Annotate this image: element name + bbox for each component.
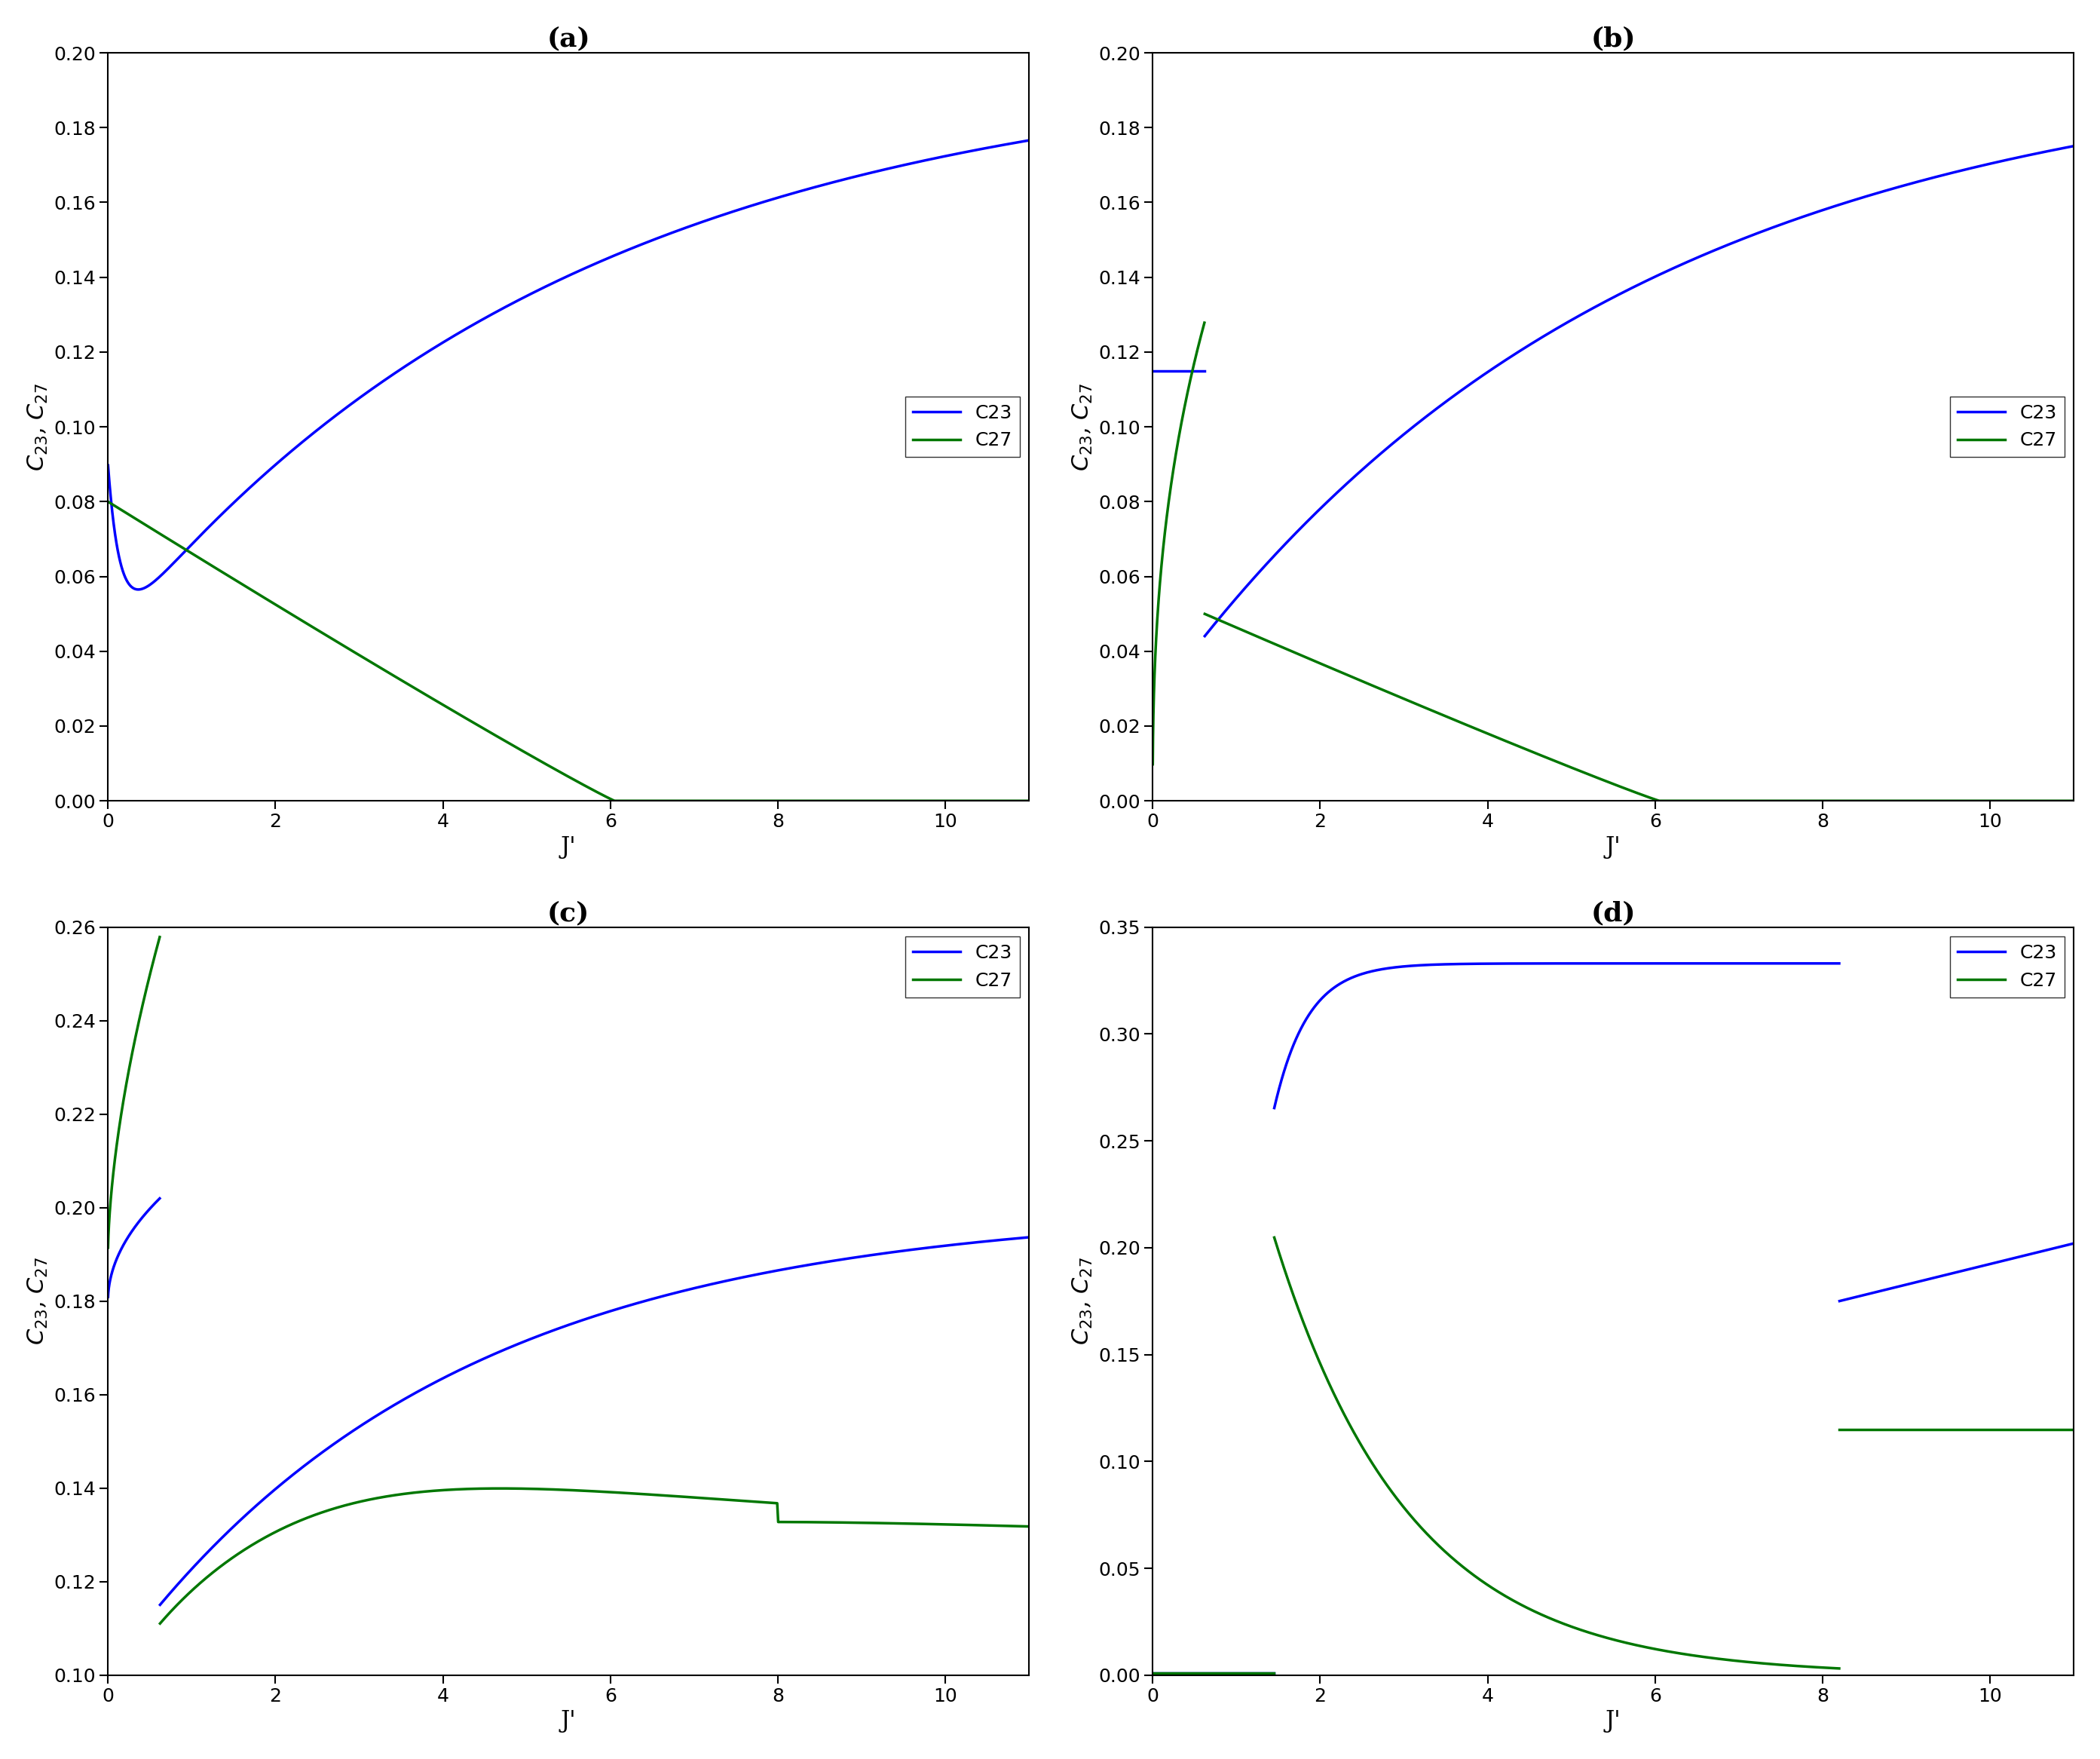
C27 <box>1228 1662 1254 1683</box>
C23 <box>1228 1662 1254 1683</box>
X-axis label: J': J' <box>1606 1710 1621 1733</box>
Title: (c): (c) <box>548 901 590 925</box>
X-axis label: J': J' <box>1606 836 1621 858</box>
C23 <box>1159 361 1184 382</box>
C27 <box>897 790 922 811</box>
C27 <box>128 1003 153 1024</box>
C23 <box>111 1231 136 1252</box>
C27 <box>582 779 607 800</box>
C23 <box>128 1208 153 1230</box>
C23 <box>126 579 151 600</box>
C27 <box>1140 1662 1166 1683</box>
C27 <box>1176 373 1201 394</box>
C27 <box>116 1061 141 1082</box>
C23 <box>1157 361 1182 382</box>
Y-axis label: $C_{23}$, $C_{27}$: $C_{23}$, $C_{27}$ <box>1071 383 1094 471</box>
C27 <box>132 983 158 1004</box>
C27 <box>1147 588 1172 609</box>
Title: (a): (a) <box>546 26 590 51</box>
Line: C23: C23 <box>107 1198 160 1296</box>
C23 <box>384 361 410 382</box>
Title: (b): (b) <box>1592 26 1636 51</box>
C27 <box>523 748 548 769</box>
C23 <box>99 498 124 519</box>
Legend: C23, C27: C23, C27 <box>905 396 1021 457</box>
C23 <box>132 1203 158 1224</box>
C27 <box>97 493 122 514</box>
C23 <box>1262 1662 1287 1683</box>
C27 <box>1159 464 1184 485</box>
C27 <box>1228 1662 1254 1683</box>
Legend: C23, C27: C23, C27 <box>1951 936 2064 997</box>
C27 <box>1157 487 1182 508</box>
C27 <box>1189 1662 1214 1683</box>
C27 <box>1178 371 1203 392</box>
Y-axis label: $C_{23}$, $C_{27}$: $C_{23}$, $C_{27}$ <box>25 1258 50 1346</box>
C23 <box>525 280 550 301</box>
Y-axis label: $C_{23}$, $C_{27}$: $C_{23}$, $C_{27}$ <box>27 383 50 471</box>
C23 <box>1172 361 1197 382</box>
C23 <box>1178 361 1203 382</box>
X-axis label: J': J' <box>561 1710 575 1733</box>
C23 <box>94 456 120 477</box>
C27 <box>1216 1662 1241 1683</box>
C23 <box>1140 361 1166 382</box>
C23 <box>132 1203 158 1224</box>
Legend: C23, C27: C23, C27 <box>905 936 1021 997</box>
C27 <box>94 491 120 512</box>
C23 <box>1193 361 1218 382</box>
C27 <box>1193 311 1218 332</box>
C23 <box>1147 361 1172 382</box>
Y-axis label: $C_{23}$, $C_{27}$: $C_{23}$, $C_{27}$ <box>1071 1258 1094 1346</box>
C27 <box>99 494 124 515</box>
C23 <box>1180 1662 1205 1683</box>
C23 <box>97 473 122 494</box>
C23 <box>1140 1662 1166 1683</box>
C27 <box>384 667 410 688</box>
C27 <box>94 1237 120 1258</box>
Line: C27: C27 <box>1153 322 1205 763</box>
C23 <box>116 1226 141 1247</box>
Line: C27: C27 <box>107 501 1029 800</box>
C23 <box>1016 130 1042 151</box>
C27 <box>1155 1662 1180 1683</box>
C27 <box>1262 1662 1287 1683</box>
C23 <box>147 1187 172 1208</box>
C27 <box>1172 396 1197 417</box>
C23 <box>101 1254 126 1275</box>
C23 <box>1155 1662 1180 1683</box>
Title: (d): (d) <box>1592 901 1636 925</box>
Line: C27: C27 <box>107 938 160 1247</box>
C27 <box>1016 790 1042 811</box>
C23 <box>897 153 922 174</box>
Line: C23: C23 <box>107 141 1029 589</box>
Legend: C23, C27: C23, C27 <box>1951 396 2064 457</box>
C27 <box>132 982 158 1003</box>
C27 <box>1140 753 1166 774</box>
C23 <box>1216 1662 1241 1683</box>
C23 <box>1189 1662 1214 1683</box>
C27 <box>603 790 628 811</box>
C27 <box>111 1082 136 1103</box>
C23 <box>582 253 607 274</box>
C27 <box>1180 1662 1205 1683</box>
C23 <box>1228 1662 1254 1683</box>
C23 <box>1176 361 1201 382</box>
C27 <box>147 927 172 948</box>
X-axis label: J': J' <box>561 836 575 858</box>
C27 <box>101 1154 126 1175</box>
C23 <box>94 1286 120 1307</box>
